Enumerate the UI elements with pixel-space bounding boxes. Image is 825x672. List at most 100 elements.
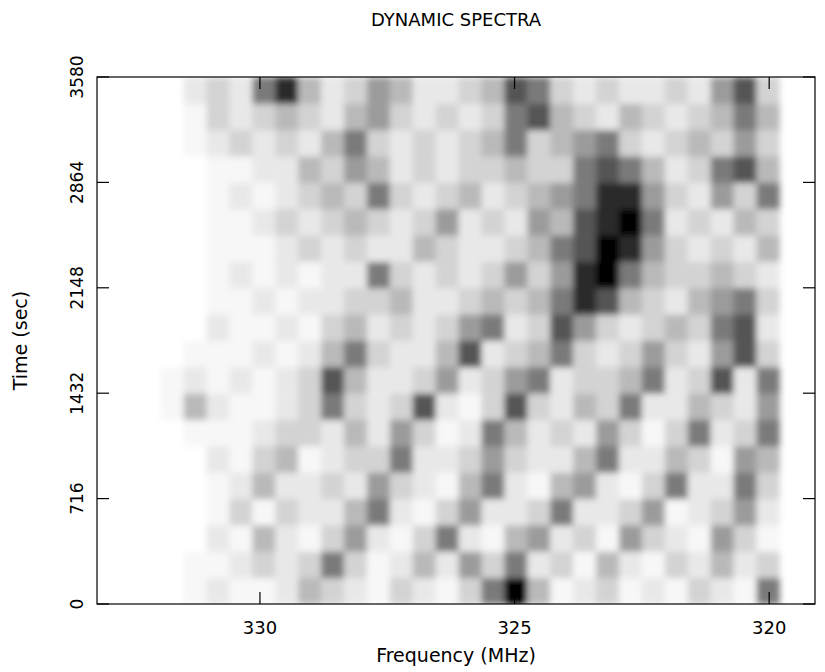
cell — [596, 156, 619, 183]
cell — [138, 578, 161, 604]
cell — [206, 156, 229, 183]
cell — [642, 420, 665, 447]
cell — [390, 209, 413, 236]
x-tick — [769, 77, 770, 89]
cell — [688, 156, 711, 183]
cell — [527, 314, 550, 341]
cell — [229, 314, 252, 341]
cell — [413, 420, 436, 447]
cell — [252, 261, 275, 288]
cell — [459, 261, 482, 288]
cell — [481, 77, 504, 104]
cell — [734, 578, 757, 604]
cell — [596, 420, 619, 447]
cell — [367, 472, 390, 499]
cell — [184, 288, 207, 315]
cell — [481, 472, 504, 499]
y-tick-label: 716 — [67, 482, 87, 514]
cell — [573, 77, 596, 104]
cell — [184, 446, 207, 473]
cell — [459, 525, 482, 552]
cell — [184, 314, 207, 341]
cell — [252, 420, 275, 447]
cell — [665, 156, 688, 183]
cell — [298, 156, 321, 183]
cell — [252, 103, 275, 130]
cell — [252, 130, 275, 157]
x-tick-label: 325 — [497, 617, 531, 638]
cell — [275, 314, 298, 341]
cell — [642, 551, 665, 578]
cell — [619, 446, 642, 473]
cell — [229, 77, 252, 104]
cell — [161, 341, 184, 368]
cell — [206, 235, 229, 262]
cell — [344, 420, 367, 447]
cell — [550, 446, 573, 473]
cell — [459, 156, 482, 183]
cell — [390, 314, 413, 341]
cell — [275, 182, 298, 209]
cell — [459, 393, 482, 420]
cell — [367, 77, 390, 104]
cell — [665, 235, 688, 262]
cell — [413, 156, 436, 183]
cell — [229, 367, 252, 394]
cell — [206, 578, 229, 604]
cell — [367, 525, 390, 552]
cell — [550, 341, 573, 368]
cell — [550, 261, 573, 288]
cell — [619, 314, 642, 341]
cell — [711, 578, 734, 604]
cell — [436, 156, 459, 183]
cell — [275, 499, 298, 526]
y-tick — [97, 498, 109, 499]
x-axis-title: Frequency (MHz) — [376, 644, 536, 666]
cell — [252, 182, 275, 209]
cell — [481, 393, 504, 420]
cell — [711, 182, 734, 209]
cell — [756, 314, 779, 341]
cell — [367, 367, 390, 394]
cell — [298, 499, 321, 526]
cell — [321, 499, 344, 526]
cell — [252, 235, 275, 262]
cell — [275, 367, 298, 394]
cell — [665, 209, 688, 236]
cell — [390, 525, 413, 552]
cell — [459, 341, 482, 368]
cell — [550, 182, 573, 209]
cell — [138, 156, 161, 183]
cell — [298, 578, 321, 604]
cell — [229, 261, 252, 288]
cell — [138, 235, 161, 262]
cell — [665, 578, 688, 604]
cell — [711, 525, 734, 552]
cell — [596, 393, 619, 420]
cell — [321, 235, 344, 262]
cell — [642, 393, 665, 420]
frame — [97, 77, 815, 604]
cell — [527, 288, 550, 315]
cell — [206, 288, 229, 315]
cell — [229, 103, 252, 130]
cell — [436, 130, 459, 157]
cell — [734, 209, 757, 236]
cell — [298, 103, 321, 130]
cell — [596, 77, 619, 104]
cell — [367, 261, 390, 288]
cell — [390, 156, 413, 183]
cell — [161, 103, 184, 130]
cell — [459, 499, 482, 526]
cell — [756, 525, 779, 552]
cell — [619, 235, 642, 262]
y-tick — [803, 603, 815, 604]
cell — [390, 472, 413, 499]
cell — [504, 578, 527, 604]
cell — [596, 314, 619, 341]
cell — [367, 499, 390, 526]
cell — [459, 182, 482, 209]
cell — [344, 446, 367, 473]
cell — [619, 341, 642, 368]
cell — [688, 393, 711, 420]
